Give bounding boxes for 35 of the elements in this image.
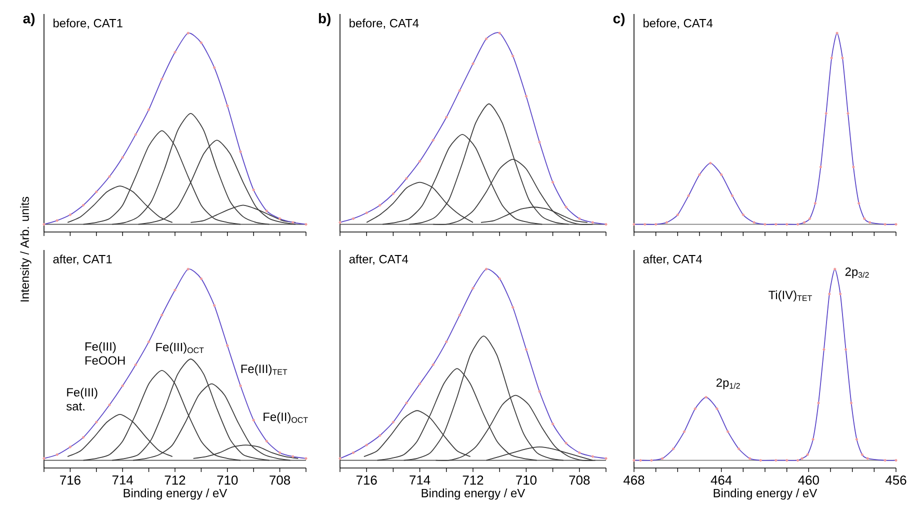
annotation: Fe(III)$_{OCT}$: [156, 342, 204, 354]
x-tick-label: 712: [462, 476, 484, 485]
x-axis-title: Binding energy / eV: [714, 488, 818, 500]
x-axis-title: Binding energy / eV: [124, 488, 228, 500]
chart-title: after, CAT1: [53, 254, 112, 265]
x-tick-label: 468: [623, 476, 644, 485]
x-axis-title: Binding energy / eV: [422, 488, 526, 500]
x-tick-label: 708: [270, 476, 290, 485]
annotation: Fe(II)$_{OCT}$: [264, 412, 308, 424]
y-axis-title: Intensity / Arb. units: [20, 196, 32, 302]
annotation: Fe(III) sat.: [66, 388, 98, 410]
chart-title: after, CAT4: [349, 254, 408, 265]
x-tick-label: 460: [798, 476, 819, 485]
annotation: 2p$_{3/2}$: [845, 267, 869, 278]
x-tick-label: 716: [356, 476, 377, 485]
text: c): [613, 13, 625, 26]
x-tick-label: 716: [60, 476, 80, 485]
annotation: Fe(III) FeOOH: [85, 342, 125, 365]
annotation: Ti(IV)$_{TET}$: [768, 290, 812, 302]
annotation: Fe(III)$_{TET}$: [241, 364, 288, 376]
chart-title: before, CAT4: [350, 18, 419, 29]
annotation: 2p$_{1/2}$: [716, 378, 740, 390]
text: b): [318, 13, 330, 26]
x-tick-label: 712: [164, 476, 186, 485]
x-tick-label: 710: [516, 476, 537, 485]
chart-title: after, CAT4: [643, 254, 702, 265]
x-tick-label: 710: [217, 476, 238, 485]
x-tick-label: 708: [569, 476, 590, 485]
text: a): [23, 13, 35, 26]
x-tick-label: 464: [710, 476, 732, 485]
chart-title: before, CAT1: [54, 18, 122, 29]
x-tick-label: 714: [112, 476, 134, 484]
x-tick-label: 714: [410, 476, 430, 484]
chart-title: before, CAT4: [644, 18, 713, 29]
x-tick-label: 456: [886, 476, 906, 485]
